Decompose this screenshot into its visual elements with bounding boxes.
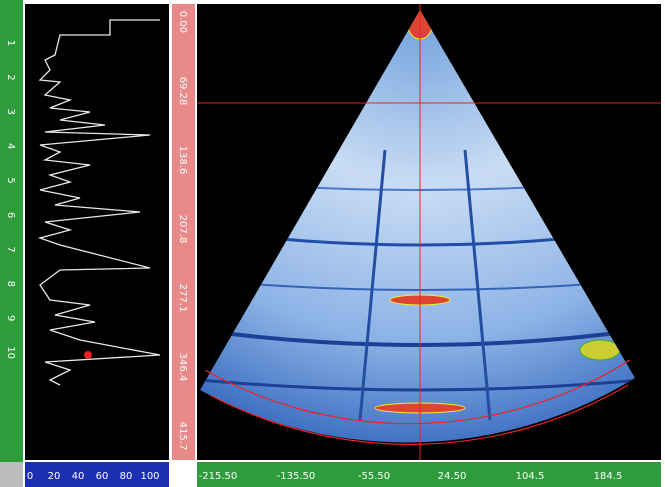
ascan-panel <box>25 4 169 460</box>
sscan-depth-label: 0.00 <box>177 11 188 33</box>
position-label: -55.50 <box>358 471 390 482</box>
ascan-depth-label: 6 <box>5 212 16 218</box>
ascan-depth-label: 4 <box>5 143 16 149</box>
position-ruler <box>197 462 661 487</box>
gate-marker <box>84 351 92 359</box>
ascan-depth-label: 3 <box>5 109 16 115</box>
position-label: 184.5 <box>594 471 623 482</box>
ascan-depth-label: 10 <box>5 346 16 359</box>
depth-strip <box>0 0 23 462</box>
sscan-depth-label: 69.28 <box>177 77 188 106</box>
ascan-depth-label: 8 <box>5 281 16 287</box>
amplitude-label: 80 <box>120 471 133 482</box>
ut-screen: 123456789100204060801000.0069.28138.6207… <box>0 0 665 487</box>
page: 123456789100204060801000.0069.28138.6207… <box>0 0 665 487</box>
ascan-depth-label: 9 <box>5 315 16 321</box>
amplitude-label: 100 <box>140 471 159 482</box>
amplitude-label: 60 <box>96 471 109 482</box>
position-label: -135.50 <box>277 471 316 482</box>
sscan-depth-label: 277.1 <box>177 284 188 313</box>
corner-box <box>0 462 23 487</box>
ascan-depth-label: 5 <box>5 177 16 183</box>
position-label: -215.50 <box>199 471 238 482</box>
ascan-depth-label: 2 <box>5 74 16 80</box>
ascan-depth-label: 1 <box>5 40 16 46</box>
amplitude-label: 40 <box>72 471 85 482</box>
sscan-depth-label: 346.4 <box>177 353 188 382</box>
amplitude-label: 0 <box>27 471 33 482</box>
amplitude-label: 20 <box>48 471 61 482</box>
ascan-depth-label: 7 <box>5 246 16 252</box>
sscan-depth-label: 138.6 <box>177 146 188 175</box>
position-label: 24.50 <box>438 471 467 482</box>
sscan-depth-label: 415.7 <box>177 422 188 451</box>
position-label: 104.5 <box>516 471 545 482</box>
sscan-depth-label: 207.8 <box>177 215 188 244</box>
